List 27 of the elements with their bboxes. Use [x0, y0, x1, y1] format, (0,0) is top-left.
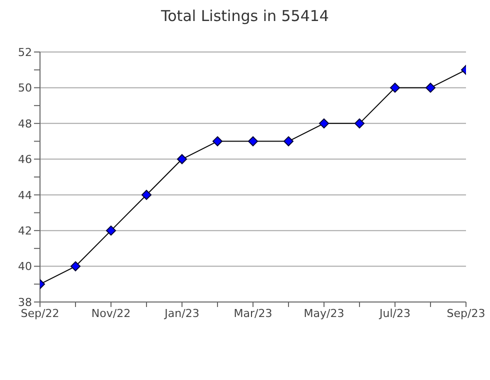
point	[177, 154, 187, 164]
y-tick-label: 48	[18, 117, 32, 130]
y-tick-label: 38	[18, 296, 32, 309]
y-tick-label: 40	[18, 260, 32, 274]
point	[390, 82, 400, 93]
x-tick-label: May/23	[304, 306, 344, 320]
point	[212, 136, 222, 146]
x-tick-label: Nov/22	[91, 306, 131, 320]
y-tick-label: 42	[18, 224, 32, 238]
y-tick-label: 44	[18, 188, 32, 202]
point	[106, 226, 116, 236]
point	[248, 136, 258, 146]
point	[319, 118, 329, 128]
chart-title: Total Listings in 55414	[160, 6, 330, 27]
x-tick-label: Mar/23	[234, 306, 272, 320]
x-tick-label: Sep/22	[20, 306, 60, 320]
x-tick-label: Jan/23	[164, 306, 200, 320]
x-tick-label: Sep/23	[446, 306, 486, 320]
y-tick-label: 50	[18, 82, 32, 95]
y-tick-label: 52	[18, 46, 32, 59]
point	[354, 118, 364, 128]
point	[284, 136, 294, 146]
point	[70, 261, 80, 272]
point	[426, 82, 436, 93]
y-tick-label: 46	[18, 153, 32, 166]
x-tick-label: Jul/23	[378, 306, 410, 320]
point	[142, 190, 152, 200]
